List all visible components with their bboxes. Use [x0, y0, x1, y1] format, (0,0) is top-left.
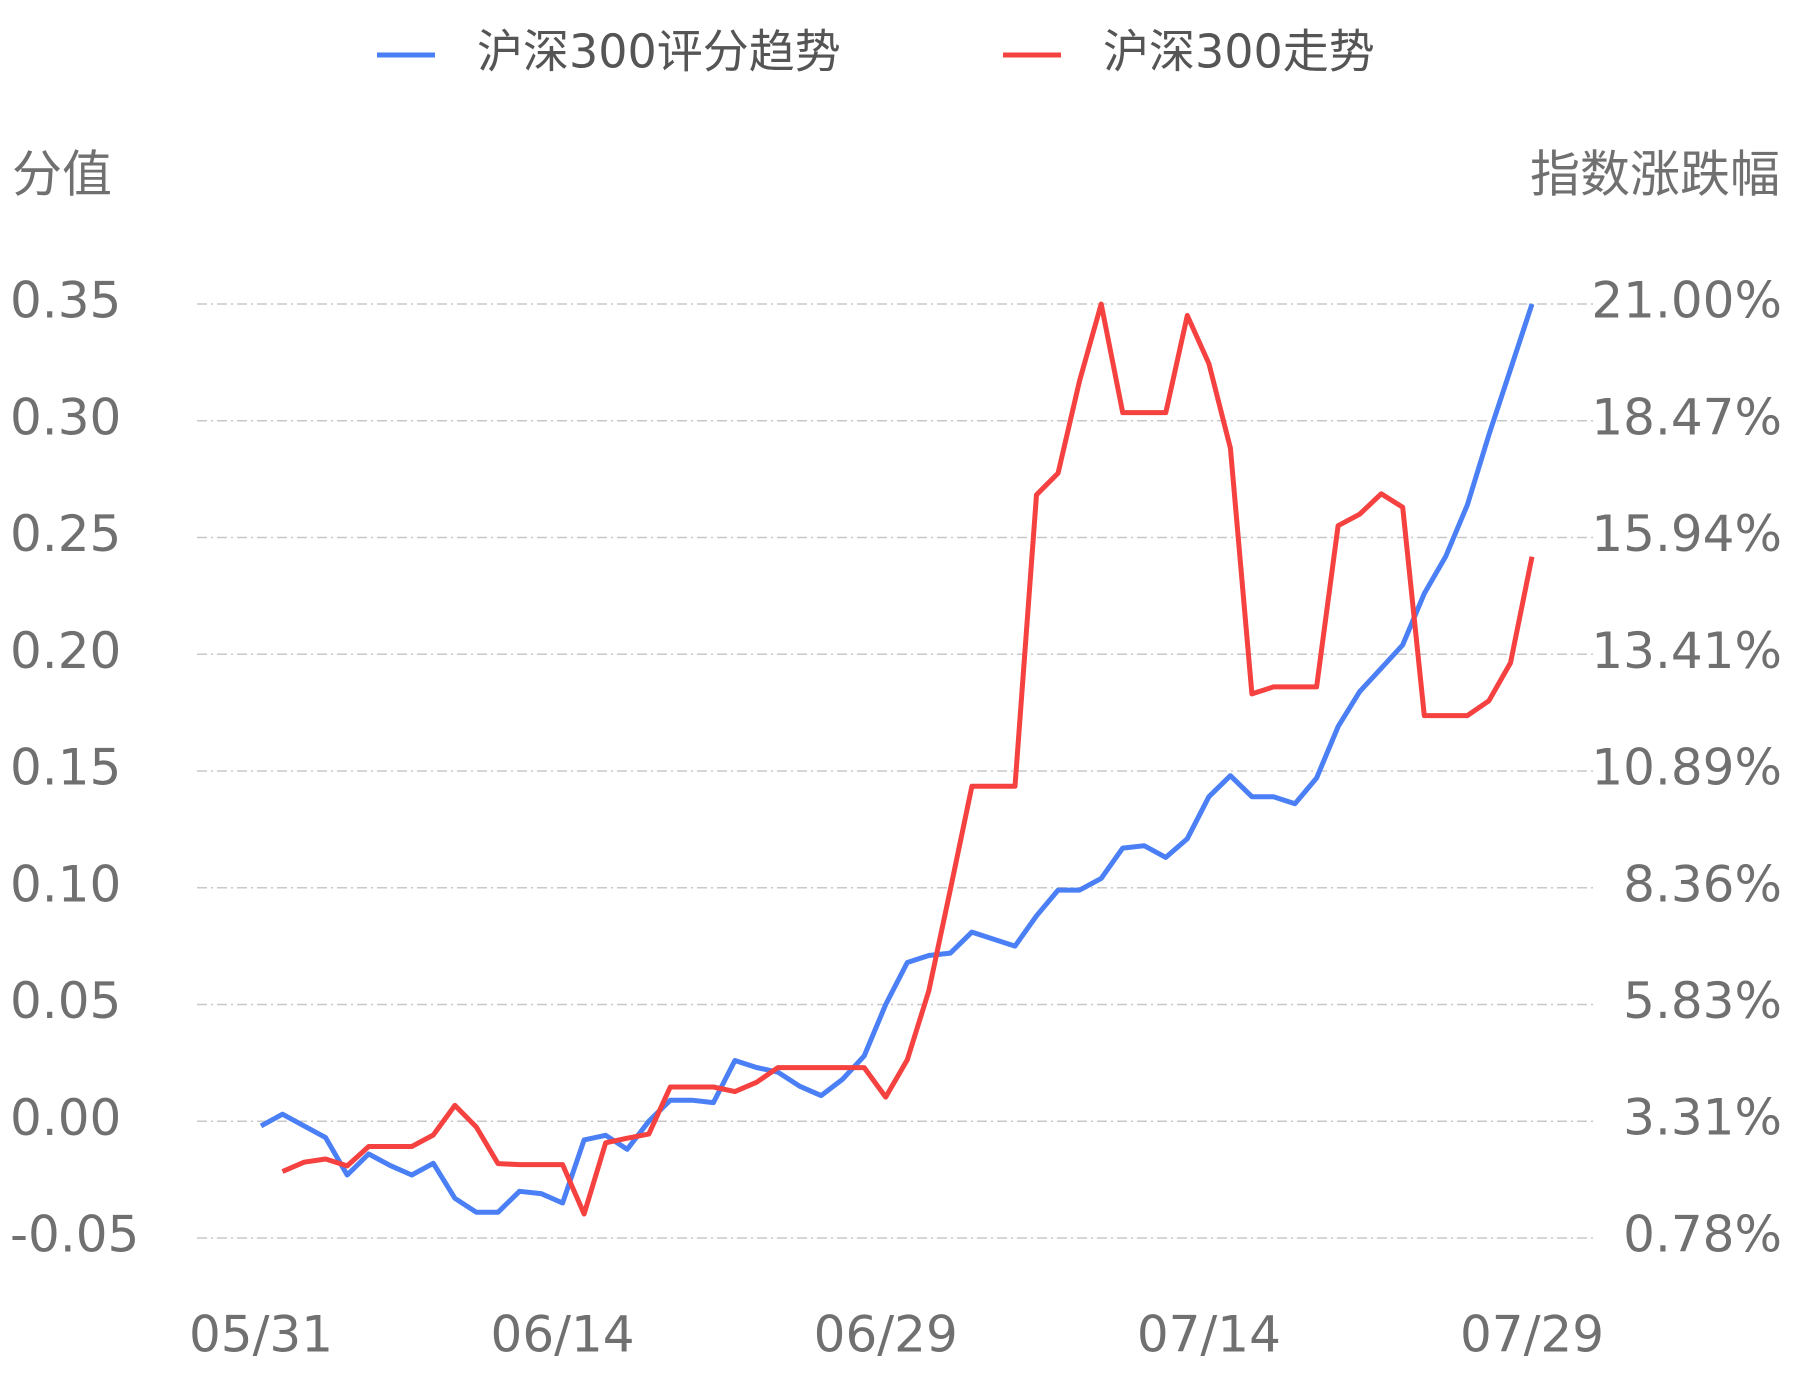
legend-text: 沪深300评分趋势 [477, 25, 841, 79]
y-tick-label: 0.15 [10, 739, 121, 797]
y2-tick-label: 0.78% [1623, 1206, 1782, 1264]
y-tick-label: -0.05 [10, 1206, 139, 1264]
y2-tick-label: 5.83% [1623, 972, 1782, 1030]
y2-tick-label: 18.47% [1591, 388, 1782, 446]
y-tick-label: 0.35 [10, 272, 121, 330]
y-tick-label: 0.00 [10, 1089, 121, 1147]
y2-tick-label: 10.89% [1591, 739, 1782, 797]
y2-tick-label: 21.00% [1591, 272, 1782, 330]
x-tick-label: 07/29 [1460, 1306, 1604, 1364]
line-series [281, 301, 1535, 1217]
x-tick-label: 06/14 [491, 1306, 635, 1364]
y-tick-label: 0.30 [10, 388, 121, 446]
x-tick-label: 05/31 [189, 1306, 333, 1364]
y-tick-label: 0.25 [10, 505, 121, 563]
y2-tick-label: 8.36% [1623, 855, 1782, 913]
x-tick-label: 06/29 [814, 1306, 958, 1364]
y2-tick-label: 15.94% [1591, 505, 1782, 563]
y2-tick-label: 3.31% [1623, 1089, 1782, 1147]
x-tick-label: 07/14 [1137, 1306, 1281, 1364]
y-tick-label: 0.05 [10, 972, 121, 1030]
line-series [259, 303, 1535, 1215]
y2-axis-title: 指数涨跌幅 [1530, 146, 1780, 204]
y2-tick-label: 13.41% [1591, 622, 1782, 680]
legend-text: 沪深300走势 [1103, 25, 1375, 79]
y-tick-label: 0.10 [10, 855, 121, 913]
y-tick-label: 0.20 [10, 622, 121, 680]
y-axis-title: 分值 [12, 146, 112, 204]
